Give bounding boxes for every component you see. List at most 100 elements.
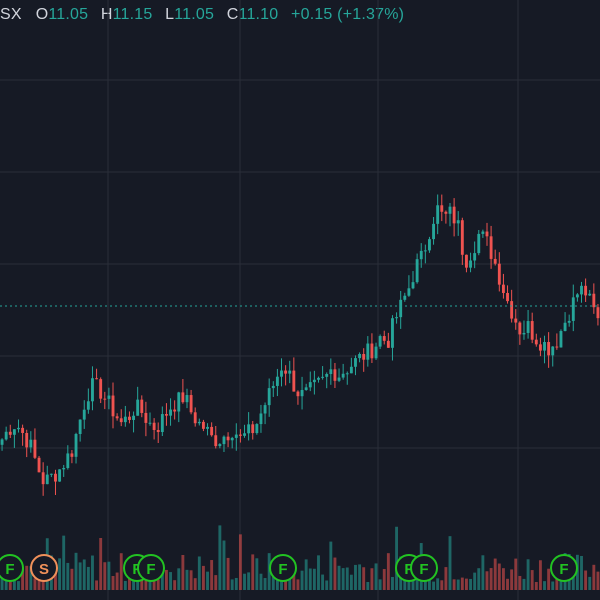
candle-body — [501, 284, 505, 293]
candle-body — [358, 353, 362, 359]
candle-body — [78, 419, 82, 435]
volume-bar — [4, 579, 8, 590]
event-marker-label: F — [559, 561, 568, 578]
volume-bar — [226, 557, 230, 590]
candle-body — [374, 346, 378, 359]
event-marker — [137, 554, 165, 582]
volume-bar — [29, 566, 33, 590]
candle-body — [74, 434, 78, 457]
candle-body — [29, 439, 33, 448]
candle-body — [49, 473, 53, 475]
candle-body — [543, 342, 546, 351]
volume-bar — [489, 568, 493, 590]
candle-body — [575, 294, 579, 298]
candle-body — [415, 259, 419, 283]
volume-bar — [534, 581, 538, 590]
candle-body — [337, 377, 341, 381]
event-marker-label: F — [5, 561, 14, 578]
candle-body — [66, 453, 70, 468]
volume-bar — [271, 571, 275, 590]
candle-body — [111, 395, 115, 417]
volume-bar — [362, 567, 366, 590]
volume-bar — [473, 572, 477, 590]
candle-body — [395, 317, 399, 319]
volume-bar — [160, 567, 164, 590]
candle-body — [386, 340, 390, 348]
candle-body — [538, 344, 542, 351]
candle-body — [70, 453, 74, 457]
volume-bar — [444, 567, 448, 590]
volume-bar — [62, 535, 66, 590]
candle-body — [12, 429, 16, 435]
volume-bar — [238, 534, 242, 590]
volume-bar — [522, 578, 526, 590]
volume-bar — [440, 580, 444, 590]
candle-body — [234, 434, 238, 438]
volume-bar — [374, 563, 378, 590]
volume-bar — [551, 581, 555, 590]
volume-bar — [25, 565, 29, 590]
volume-bar — [329, 541, 333, 590]
candle-body — [177, 392, 181, 412]
candle-body — [156, 429, 160, 433]
volume-bar — [247, 572, 251, 590]
volume-bar — [99, 537, 103, 590]
candle-body — [477, 233, 481, 254]
candle-body — [436, 205, 440, 224]
candle-body — [82, 409, 86, 420]
volume-bar — [181, 554, 185, 590]
candle-body — [37, 457, 41, 473]
candle-body — [345, 373, 349, 375]
candle-body — [255, 424, 259, 434]
volume-bar — [119, 553, 123, 590]
volume-bar — [234, 577, 238, 590]
candle-body — [201, 421, 205, 429]
candle-body — [115, 416, 119, 419]
candle-body — [551, 346, 555, 356]
low-label: L — [165, 6, 175, 23]
candle-body — [522, 332, 526, 335]
low-value: 11.05 — [174, 6, 215, 23]
volume-bar — [506, 578, 509, 590]
volume-bar — [128, 576, 131, 590]
volume-bar — [580, 555, 583, 590]
candle-body — [152, 422, 156, 430]
candle-body — [181, 392, 185, 403]
candle-body — [366, 343, 370, 360]
volume-bar — [518, 575, 522, 590]
volume-bar — [17, 581, 20, 590]
volume-bar — [469, 578, 472, 590]
volume-bar — [95, 580, 99, 590]
candle-body — [407, 288, 411, 296]
volume-bar — [584, 570, 588, 590]
candle-body — [91, 378, 94, 402]
candle-body — [173, 409, 177, 412]
candle-body — [514, 318, 518, 323]
open-label: O — [35, 6, 49, 23]
volume-bar — [111, 575, 115, 590]
candle-body — [588, 293, 592, 296]
candle-body — [144, 412, 148, 423]
volume-bar — [91, 555, 94, 590]
volume-bar — [70, 568, 74, 590]
candle-body — [382, 336, 386, 341]
candle-body — [86, 401, 90, 410]
candle-body — [140, 399, 144, 413]
candle-body — [362, 353, 366, 360]
candle-body — [218, 444, 222, 447]
volume-bar — [304, 559, 308, 590]
volume-bar — [33, 578, 37, 590]
candle-body — [243, 433, 246, 436]
volume-bar — [255, 558, 259, 590]
volume-bar — [321, 574, 325, 590]
candle-body — [300, 390, 304, 397]
candle-body — [329, 369, 333, 375]
candle-body — [284, 370, 288, 374]
volume-bar — [465, 578, 468, 590]
volume-bar — [214, 575, 218, 590]
candle-body — [304, 387, 308, 391]
volume-bar — [325, 580, 329, 590]
volume-bar — [312, 568, 316, 590]
volume-bar — [407, 581, 411, 590]
